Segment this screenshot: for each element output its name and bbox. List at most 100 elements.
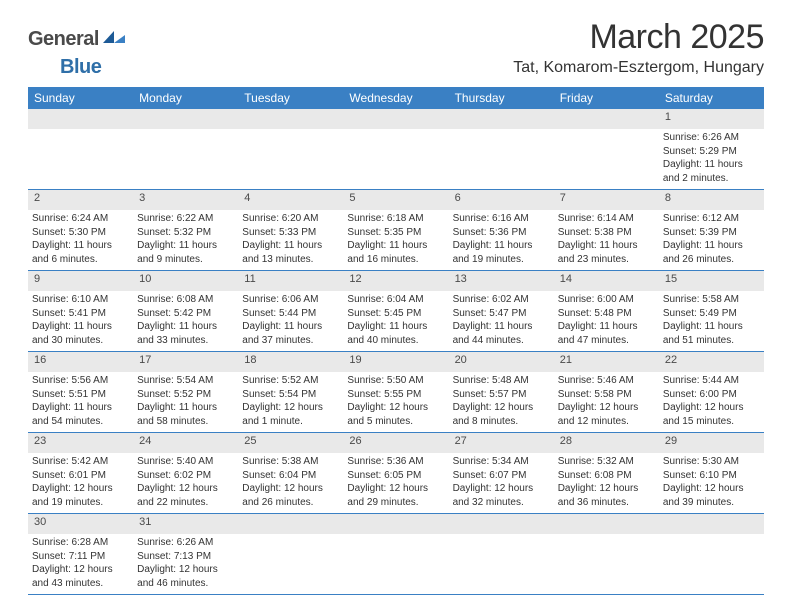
day-number: 24	[133, 433, 238, 453]
day-number: 13	[449, 271, 554, 291]
sunrise-text: Sunrise: 6:26 AM	[663, 131, 760, 145]
daylight-text: Daylight: 11 hours and 9 minutes.	[137, 239, 234, 266]
day-number	[133, 109, 238, 129]
sunset-text: Sunset: 5:52 PM	[137, 388, 234, 402]
sunrise-text: Sunrise: 6:26 AM	[137, 536, 234, 550]
day-cell	[343, 534, 448, 594]
sunset-text: Sunset: 5:38 PM	[558, 226, 655, 240]
sunset-text: Sunset: 5:33 PM	[242, 226, 339, 240]
sunset-text: Sunset: 5:47 PM	[453, 307, 550, 321]
daylight-text: Daylight: 12 hours and 8 minutes.	[453, 401, 550, 428]
day-cell: Sunrise: 5:44 AMSunset: 6:00 PMDaylight:…	[659, 372, 764, 432]
sunrise-text: Sunrise: 5:42 AM	[32, 455, 129, 469]
day-number-row: 3031	[28, 514, 764, 534]
sunrise-text: Sunrise: 5:58 AM	[663, 293, 760, 307]
day-cell: Sunrise: 6:26 AMSunset: 5:29 PMDaylight:…	[659, 129, 764, 189]
day-number	[343, 514, 448, 534]
day-number: 2	[28, 190, 133, 210]
day-number: 26	[343, 433, 448, 453]
sunset-text: Sunset: 5:41 PM	[32, 307, 129, 321]
day-number: 17	[133, 352, 238, 372]
day-cell	[343, 129, 448, 189]
sunrise-text: Sunrise: 5:56 AM	[32, 374, 129, 388]
sunrise-text: Sunrise: 5:54 AM	[137, 374, 234, 388]
sunset-text: Sunset: 5:30 PM	[32, 226, 129, 240]
logo-text-blue-wrap: Blue	[60, 56, 101, 79]
day-number: 21	[554, 352, 659, 372]
day-header-cell: Friday	[554, 87, 659, 109]
day-info-row: Sunrise: 5:42 AMSunset: 6:01 PMDaylight:…	[28, 453, 764, 514]
daylight-text: Daylight: 12 hours and 26 minutes.	[242, 482, 339, 509]
daylight-text: Daylight: 12 hours and 36 minutes.	[558, 482, 655, 509]
day-cell	[449, 534, 554, 594]
day-cell: Sunrise: 5:58 AMSunset: 5:49 PMDaylight:…	[659, 291, 764, 351]
day-cell	[238, 534, 343, 594]
daylight-text: Daylight: 11 hours and 40 minutes.	[347, 320, 444, 347]
day-cell: Sunrise: 5:38 AMSunset: 6:04 PMDaylight:…	[238, 453, 343, 513]
day-number: 23	[28, 433, 133, 453]
sunrise-text: Sunrise: 6:18 AM	[347, 212, 444, 226]
day-cell: Sunrise: 6:16 AMSunset: 5:36 PMDaylight:…	[449, 210, 554, 270]
logo-text-blue: Blue	[60, 56, 101, 78]
day-cell: Sunrise: 6:18 AMSunset: 5:35 PMDaylight:…	[343, 210, 448, 270]
day-cell: Sunrise: 6:14 AMSunset: 5:38 PMDaylight:…	[554, 210, 659, 270]
daylight-text: Daylight: 12 hours and 19 minutes.	[32, 482, 129, 509]
day-number: 7	[554, 190, 659, 210]
day-cell: Sunrise: 5:52 AMSunset: 5:54 PMDaylight:…	[238, 372, 343, 432]
sunset-text: Sunset: 5:48 PM	[558, 307, 655, 321]
day-cell	[238, 129, 343, 189]
sunset-text: Sunset: 5:49 PM	[663, 307, 760, 321]
daylight-text: Daylight: 12 hours and 12 minutes.	[558, 401, 655, 428]
daylight-text: Daylight: 11 hours and 6 minutes.	[32, 239, 129, 266]
day-cell	[554, 534, 659, 594]
day-cell: Sunrise: 6:08 AMSunset: 5:42 PMDaylight:…	[133, 291, 238, 351]
sunrise-text: Sunrise: 5:50 AM	[347, 374, 444, 388]
sunrise-text: Sunrise: 5:44 AM	[663, 374, 760, 388]
daylight-text: Daylight: 11 hours and 2 minutes.	[663, 158, 760, 185]
sunrise-text: Sunrise: 6:00 AM	[558, 293, 655, 307]
day-number: 6	[449, 190, 554, 210]
sunrise-text: Sunrise: 5:52 AM	[242, 374, 339, 388]
daylight-text: Daylight: 11 hours and 26 minutes.	[663, 239, 760, 266]
sunrise-text: Sunrise: 6:28 AM	[32, 536, 129, 550]
daylight-text: Daylight: 12 hours and 5 minutes.	[347, 401, 444, 428]
day-cell	[554, 129, 659, 189]
sunset-text: Sunset: 5:57 PM	[453, 388, 550, 402]
daylight-text: Daylight: 11 hours and 33 minutes.	[137, 320, 234, 347]
day-number	[28, 109, 133, 129]
day-number	[554, 109, 659, 129]
day-number: 11	[238, 271, 343, 291]
day-info-row: Sunrise: 6:24 AMSunset: 5:30 PMDaylight:…	[28, 210, 764, 271]
sunrise-text: Sunrise: 5:36 AM	[347, 455, 444, 469]
sunset-text: Sunset: 6:10 PM	[663, 469, 760, 483]
sunset-text: Sunset: 5:32 PM	[137, 226, 234, 240]
day-number: 3	[133, 190, 238, 210]
sunrise-text: Sunrise: 6:04 AM	[347, 293, 444, 307]
day-cell: Sunrise: 6:28 AMSunset: 7:11 PMDaylight:…	[28, 534, 133, 594]
sunrise-text: Sunrise: 6:16 AM	[453, 212, 550, 226]
sunset-text: Sunset: 6:01 PM	[32, 469, 129, 483]
sunset-text: Sunset: 5:45 PM	[347, 307, 444, 321]
day-number-row: 2345678	[28, 190, 764, 210]
daylight-text: Daylight: 11 hours and 23 minutes.	[558, 239, 655, 266]
day-number: 27	[449, 433, 554, 453]
day-number-row: 9101112131415	[28, 271, 764, 291]
day-info-row: Sunrise: 6:10 AMSunset: 5:41 PMDaylight:…	[28, 291, 764, 352]
day-number	[343, 109, 448, 129]
sunrise-text: Sunrise: 6:20 AM	[242, 212, 339, 226]
day-header-row: SundayMondayTuesdayWednesdayThursdayFrid…	[28, 87, 764, 109]
day-number: 20	[449, 352, 554, 372]
day-number: 1	[659, 109, 764, 129]
sunset-text: Sunset: 6:02 PM	[137, 469, 234, 483]
sunrise-text: Sunrise: 5:32 AM	[558, 455, 655, 469]
daylight-text: Daylight: 12 hours and 22 minutes.	[137, 482, 234, 509]
sunset-text: Sunset: 5:29 PM	[663, 145, 760, 159]
header: General March 2025 Tat, Komarom-Esztergo…	[28, 18, 764, 77]
day-info-row: Sunrise: 6:26 AMSunset: 5:29 PMDaylight:…	[28, 129, 764, 190]
day-info-row: Sunrise: 6:28 AMSunset: 7:11 PMDaylight:…	[28, 534, 764, 595]
daylight-text: Daylight: 11 hours and 19 minutes.	[453, 239, 550, 266]
day-cell: Sunrise: 6:20 AMSunset: 5:33 PMDaylight:…	[238, 210, 343, 270]
sunset-text: Sunset: 5:39 PM	[663, 226, 760, 240]
day-number: 18	[238, 352, 343, 372]
sunset-text: Sunset: 5:55 PM	[347, 388, 444, 402]
